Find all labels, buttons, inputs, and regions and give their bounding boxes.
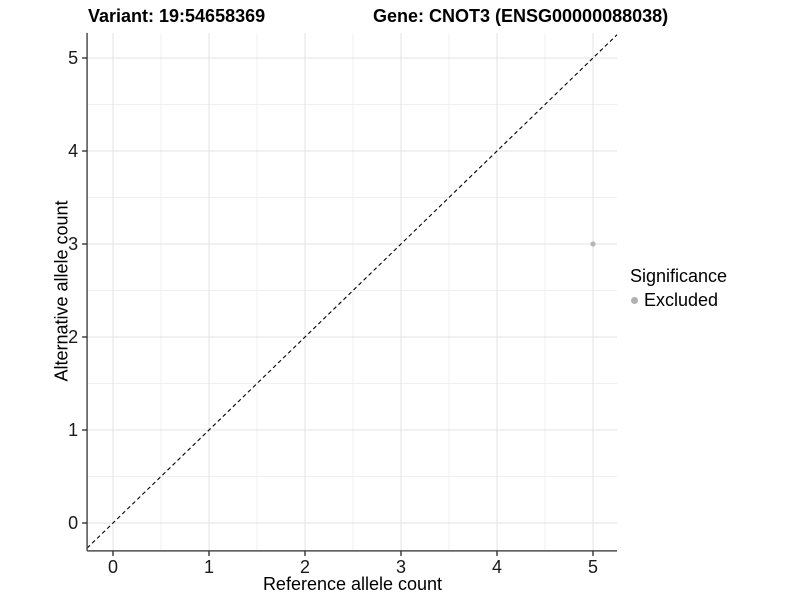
legend-item-excluded: Excluded <box>630 290 727 311</box>
y-tick-label: 2 <box>68 327 78 347</box>
y-tick-label: 4 <box>68 141 78 161</box>
x-tick-label: 2 <box>300 557 310 577</box>
x-tick-label: 1 <box>204 557 214 577</box>
x-tick-label: 3 <box>396 557 406 577</box>
y-axis-title: Alternative allele count <box>51 200 72 382</box>
legend-item-label: Excluded <box>644 290 719 310</box>
x-axis-title: Reference allele count <box>262 574 443 594</box>
x-tick-label: 5 <box>588 557 598 577</box>
plot-title-variant: Variant: 19:54658369 <box>88 6 266 26</box>
legend-title: Significance <box>630 266 728 286</box>
y-tick-label: 3 <box>68 234 78 254</box>
legend: Significance Excluded <box>630 266 727 311</box>
data-point <box>590 241 596 247</box>
identity-dashed-line <box>86 34 618 549</box>
plot-title-gene: Gene: CNOT3 (ENSG00000088038) <box>373 6 669 26</box>
y-tick-label: 0 <box>68 513 78 533</box>
y-tick-label: 1 <box>68 420 78 440</box>
y-tick-label: 5 <box>68 48 78 68</box>
x-tick-label: 4 <box>492 557 502 577</box>
legend-point-icon <box>631 297 638 304</box>
x-tick-label: 0 <box>108 557 118 577</box>
